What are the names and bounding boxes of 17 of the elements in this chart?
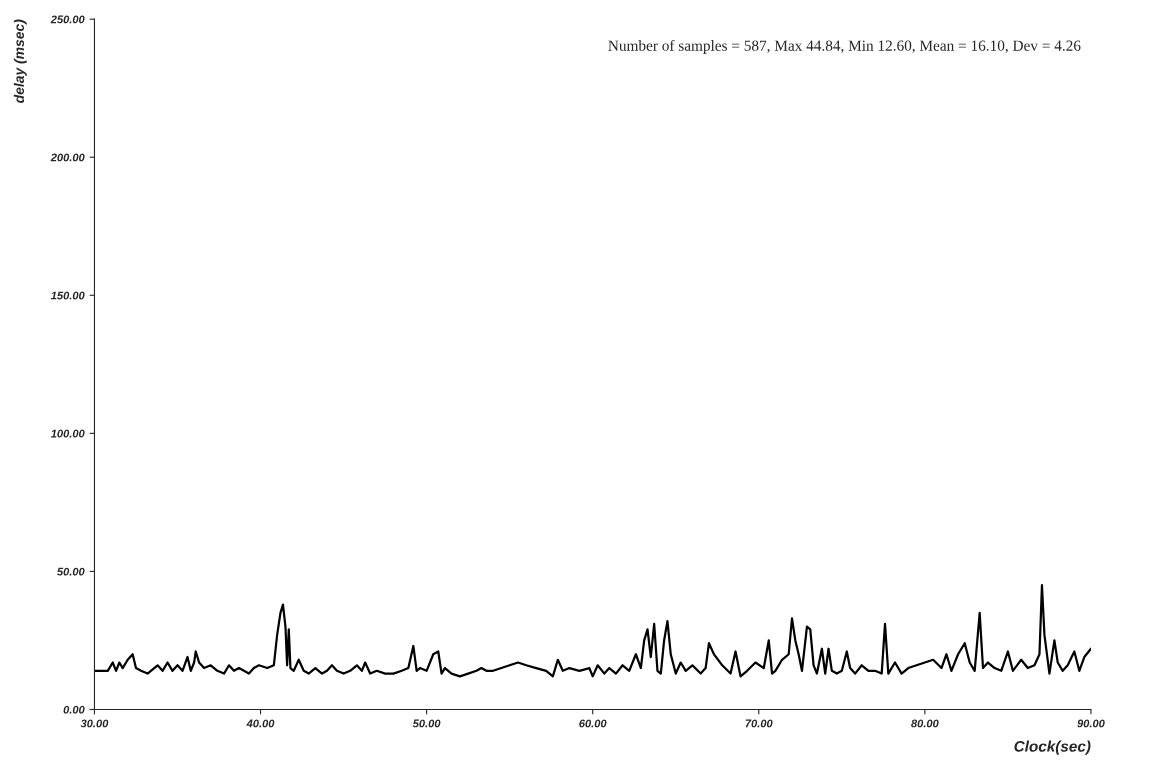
x-tick-label: 50.00 bbox=[412, 719, 441, 728]
line-series bbox=[94, 584, 1091, 678]
x-tick-label: 60.00 bbox=[579, 719, 607, 728]
y-tick-label: 100.00 bbox=[50, 429, 85, 438]
y-tick-label: 250.00 bbox=[50, 15, 85, 24]
annotation: Number of samples = 587, Max 44.84, Min 12.60, Mean = 16.10, Dev = 4.26 bbox=[608, 39, 1081, 54]
y-tick-label: 50.00 bbox=[57, 567, 85, 576]
y-tick-label: 0.00 bbox=[63, 705, 85, 714]
x-tick-label: 30.00 bbox=[80, 719, 109, 728]
x-axis-title: Clock(sec) bbox=[1014, 740, 1091, 755]
y-axis-title: delay (msec) bbox=[13, 19, 27, 103]
x-tick-label: 40.00 bbox=[246, 719, 275, 728]
x-tick-label: 70.00 bbox=[745, 719, 773, 728]
y-tick-label: 200.00 bbox=[50, 153, 85, 162]
x-tick-label: 90.00 bbox=[1077, 719, 1105, 728]
x-tick-label: 80.00 bbox=[911, 719, 939, 728]
y-tick-label: 150.00 bbox=[50, 291, 85, 300]
